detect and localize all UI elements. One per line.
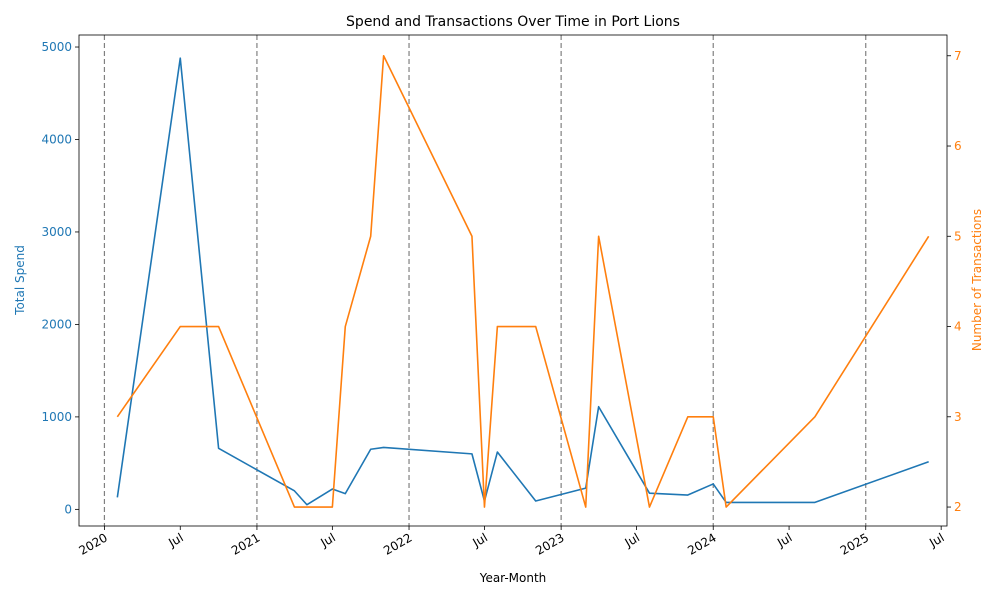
right-y-tick-label: 5 [954, 229, 962, 243]
left-y-axis-label: Total Spend [13, 245, 27, 316]
right-y-tick-label: 3 [954, 410, 962, 424]
x-tick-label: Jul [774, 530, 794, 550]
right-y-axis-label: Number of Transactions [970, 209, 984, 351]
x-tick-label: Jul [622, 530, 642, 550]
x-tick-label: Jul [470, 530, 490, 550]
year-divider-lines [103, 35, 867, 526]
x-tick-label: Jul [926, 530, 946, 550]
series-lines [116, 54, 930, 508]
right-y-axis-ticks: 2 3 4 5 6 7 [947, 49, 962, 514]
x-tick-label: Jul [317, 530, 337, 550]
left-y-tick-label: 2000 [41, 317, 72, 331]
right-y-tick-label: 2 [954, 500, 962, 514]
x-axis-label: Year-Month [479, 571, 547, 585]
right-y-tick-label: 7 [954, 49, 962, 63]
left-y-tick-label: 1000 [41, 410, 72, 424]
left-y-axis-ticks: 0 1000 2000 3000 4000 5000 [41, 40, 79, 516]
left-y-tick-label: 0 [64, 502, 72, 516]
plot-frame [78, 34, 948, 527]
left-y-tick-label: 5000 [41, 40, 72, 54]
chart-title: Spend and Transactions Over Time in Port… [346, 14, 680, 30]
left-y-tick-label: 3000 [41, 225, 72, 239]
right-y-tick-label: 6 [954, 139, 962, 153]
left-y-tick-label: 4000 [41, 132, 72, 146]
right-y-tick-label: 4 [954, 320, 962, 334]
x-tick-label: Jul [165, 530, 185, 550]
